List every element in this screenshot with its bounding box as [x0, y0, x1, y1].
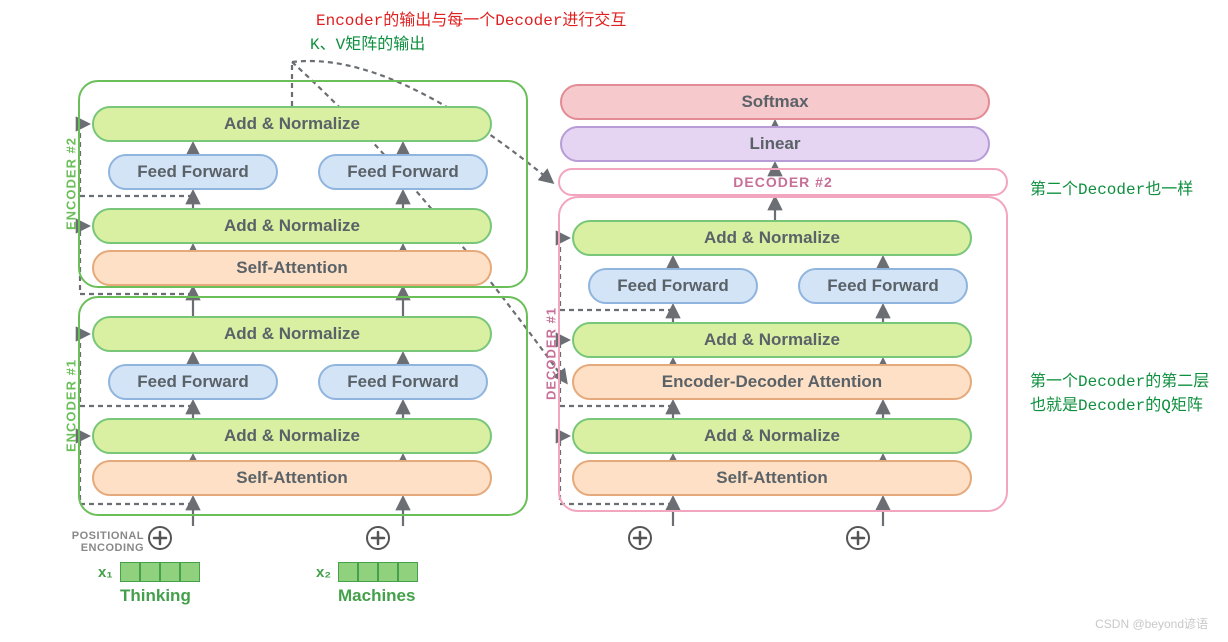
dec1-addnorm-2: Add & Normalize — [572, 322, 972, 358]
embedding — [338, 562, 418, 582]
enc2-selfattn: Self-Attention — [92, 250, 492, 286]
dec1-ff-1: Feed Forward — [588, 268, 758, 304]
dec1-addnorm-3: Add & Normalize — [572, 418, 972, 454]
enc1-addnorm-top: Add & Normalize — [92, 316, 492, 352]
enc1-addnorm-2: Add & Normalize — [92, 418, 492, 454]
posenc-label: POSITIONAL ENCODING — [62, 530, 144, 554]
enc1-ff-1: Feed Forward — [108, 364, 278, 400]
x1-label: x₁ — [98, 564, 113, 581]
decoder-1-label: DECODER #1 — [544, 299, 559, 409]
embedding — [120, 562, 200, 582]
enc2-ff-2: Feed Forward — [318, 154, 488, 190]
anno-q-green: 第一个Decoder的第二层 也就是Decoder的Q矩阵 — [1030, 370, 1209, 418]
softmax-block: Softmax — [560, 84, 990, 120]
linear-block: Linear — [560, 126, 990, 162]
anno-top-red: Encoder的输出与每一个Decoder进行交互 — [316, 6, 626, 30]
word-machines: Machines — [338, 586, 415, 606]
enc2-addnorm-2: Add & Normalize — [92, 208, 492, 244]
enc1-ff-2: Feed Forward — [318, 364, 488, 400]
anno-dec2-green: 第二个Decoder也一样 — [1030, 175, 1193, 199]
x2-label: x₂ — [316, 564, 331, 581]
decoder-2-frame: DECODER #2 — [558, 168, 1008, 196]
word-thinking: Thinking — [120, 586, 191, 606]
encoder-2-label: ENCODER #2 — [64, 129, 79, 239]
enc1-selfattn: Self-Attention — [92, 460, 492, 496]
encoder-1-label: ENCODER #1 — [64, 351, 79, 461]
dec1-ff-2: Feed Forward — [798, 268, 968, 304]
enc2-ff-1: Feed Forward — [108, 154, 278, 190]
dec1-encdec-attn: Encoder-Decoder Attention — [572, 364, 972, 400]
enc2-addnorm-top: Add & Normalize — [92, 106, 492, 142]
anno-kv-green: K、V矩阵的输出 — [310, 30, 425, 54]
dec1-addnorm-top: Add & Normalize — [572, 220, 972, 256]
watermark: CSDN @beyond谚语 — [1095, 615, 1208, 632]
dec1-selfattn: Self-Attention — [572, 460, 972, 496]
